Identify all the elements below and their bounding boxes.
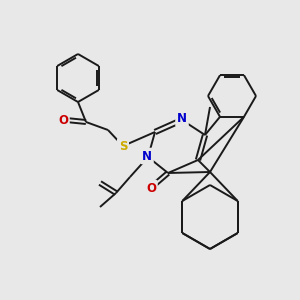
- Text: N: N: [177, 112, 187, 125]
- Text: O: O: [58, 113, 68, 127]
- Text: O: O: [146, 182, 156, 194]
- Text: S: S: [119, 140, 127, 152]
- Text: N: N: [142, 149, 152, 163]
